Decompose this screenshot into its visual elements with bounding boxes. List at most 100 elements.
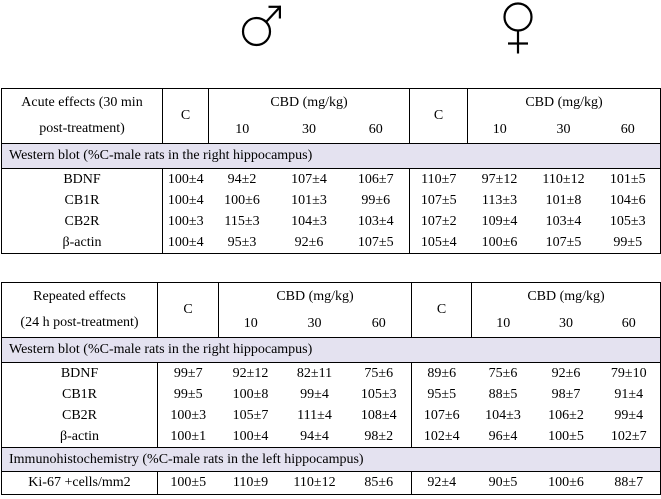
value-cell: 104±3	[485, 407, 521, 423]
value-cell: 107±4	[291, 171, 327, 187]
male-dose-header-30: 30	[307, 315, 322, 331]
table-row-cb1r: CB1R 100±4 100±6 101±3 99±6 107±5 113±3 …	[1, 190, 661, 211]
value-cell: 99±5	[173, 386, 203, 402]
value-cell: 109±4	[481, 213, 518, 229]
acute-effects-table: Acute effects (30 min post-treatment) C …	[1, 88, 661, 254]
male-cbd-group-header: CBD (mg/kg)	[276, 288, 354, 304]
table-header-row-2: 10 30 60 10 30 60	[2, 310, 661, 338]
value-cell: 92±6	[551, 365, 581, 381]
value-cell: 92±4	[411, 471, 472, 495]
value-cell: 94±4	[300, 428, 329, 444]
table-header-row-2: 10 30 60 10 30 60	[2, 116, 661, 144]
value-cell: 88±7	[614, 475, 644, 490]
female-dose-header-60: 60	[621, 315, 636, 331]
value-cell: 104±6	[609, 192, 646, 208]
female-dose-header-30: 30	[559, 315, 574, 331]
section-header-row: Western blot (%C-male rats in the right …	[1, 143, 661, 169]
row-label-cell: CB1R	[1, 190, 163, 211]
row-label-cell: BDNF	[1, 168, 163, 190]
value-cell: 107±5	[357, 234, 394, 250]
value-cell: 104±3	[291, 213, 327, 229]
value-cell: 100±3	[170, 407, 207, 423]
table-header-row-1: Acute effects (30 min post-treatment) C …	[1, 88, 661, 144]
value-cell: 99±5	[613, 234, 643, 250]
value-cell: 100±8	[232, 386, 269, 402]
value-cell: 95±3	[227, 234, 257, 250]
value-cell: 115±3	[224, 213, 260, 229]
table2-title-line2: (24 h post-treatment)	[20, 315, 139, 330]
immunohistochemistry-section-header: Immunohistochemistry (%C-male rats in th…	[1, 447, 661, 472]
male-dose-header-60: 60	[371, 315, 386, 331]
value-cell: 110±9	[232, 475, 269, 490]
table-row-cb2r: CB2R 100±3 105±7 111±4 108±4 107±6 104±3…	[1, 405, 661, 426]
table-row-beta-actin: β-actin 100±4 95±3 92±6 107±5 105±4 100±…	[1, 232, 661, 254]
value-cell: 89±6	[411, 362, 472, 384]
value-cell: 106±2	[548, 407, 584, 423]
male-dose-header-60: 60	[368, 121, 383, 137]
value-cell: 100±6	[548, 475, 584, 490]
western-blot-section-header: Western blot (%C-male rats in the right …	[1, 143, 661, 169]
table-row-cb2r: CB2R 100±3 115±3 104±3 103±4 107±2 109±4…	[1, 211, 661, 232]
value-cell: 100±4	[167, 192, 204, 208]
value-cell: 107±2	[409, 211, 468, 232]
value-cell: 101±5	[609, 171, 646, 187]
value-cell: 100±5	[170, 475, 207, 490]
value-cell: 113±3	[481, 192, 518, 208]
value-cell: 91±4	[614, 386, 644, 402]
female-dose-header-30: 30	[556, 121, 571, 137]
value-cell: 102±7	[610, 428, 647, 444]
female-cbd-group-header: CBD (mg/kg)	[525, 94, 603, 110]
table-row-ki67: Ki-67 +cells/mm2 100±5 110±9 110±12 85±6…	[1, 471, 661, 495]
row-label-cell: BDNF	[1, 362, 158, 384]
table-header-row-1: Repeated effects (24 h post-treatment) C…	[1, 282, 661, 338]
value-cell: 100±1	[170, 428, 207, 444]
female-cbd-group-header: CBD (mg/kg)	[527, 288, 605, 304]
value-cell: 105±3	[360, 386, 397, 402]
value-cell: 107±5	[545, 234, 582, 250]
female-control-column-header: C	[409, 88, 469, 144]
value-cell: 100±4	[167, 171, 204, 187]
value-cell: 107±6	[411, 405, 472, 426]
male-cbd-group-header: CBD (mg/kg)	[270, 94, 348, 110]
table-row-cb1r: CB1R 99±5 100±8 99±4 105±3 95±5 88±5 98±…	[1, 384, 661, 405]
value-cell: 100±6	[224, 192, 260, 208]
value-cell: 100±4	[232, 428, 269, 444]
female-dose-header-10: 10	[496, 315, 511, 331]
female-gender-icon	[503, 2, 533, 54]
table-row-beta-actin: β-actin 100±1 100±4 94±4 98±2 102±4 96±4…	[1, 426, 661, 448]
value-cell: 106±7	[357, 171, 394, 187]
male-dose-header-10: 10	[235, 121, 250, 137]
row-label-cell: CB1R	[1, 384, 158, 405]
value-cell: 79±10	[610, 365, 647, 381]
value-cell: 103±4	[545, 213, 582, 229]
value-cell: 101±8	[545, 192, 582, 208]
value-cell: 92±6	[294, 234, 324, 250]
value-cell: 92±12	[232, 365, 269, 381]
value-cell: 100±4	[167, 234, 204, 250]
row-label-cell: CB2R	[1, 405, 158, 426]
value-cell: 98±2	[364, 428, 394, 444]
value-cell: 88±5	[488, 386, 518, 402]
value-cell: 99±7	[173, 365, 203, 381]
table2-title-line1: Repeated effects	[33, 289, 126, 304]
female-dose-header-60: 60	[620, 121, 635, 137]
value-cell: 99±4	[614, 407, 644, 423]
value-cell: 75±6	[488, 365, 518, 381]
male-control-column-header: C	[162, 88, 209, 144]
row-label-cell: CB2R	[1, 211, 163, 232]
value-cell: 103±4	[357, 213, 394, 229]
value-cell: 95±5	[411, 384, 472, 405]
value-cell: 105±4	[409, 232, 468, 254]
table1-title-line2: post-treatment)	[39, 121, 125, 136]
table-row-bdnf: BDNF 99±7 92±12 82±11 75±6 89±6 75±6 92±…	[1, 362, 661, 384]
male-control-column-header: C	[157, 282, 219, 338]
value-cell: 107±5	[409, 190, 468, 211]
row-label-cell: β-actin	[1, 426, 158, 448]
value-cell: 105±7	[232, 407, 269, 423]
table2-title-cell: Repeated effects (24 h post-treatment)	[1, 282, 158, 338]
value-cell: 100±3	[167, 213, 204, 229]
table1-title-line1: Acute effects (30 min	[21, 95, 143, 110]
male-gender-icon	[241, 5, 282, 47]
value-cell: 75±6	[364, 365, 394, 381]
value-cell: 101±3	[291, 192, 327, 208]
